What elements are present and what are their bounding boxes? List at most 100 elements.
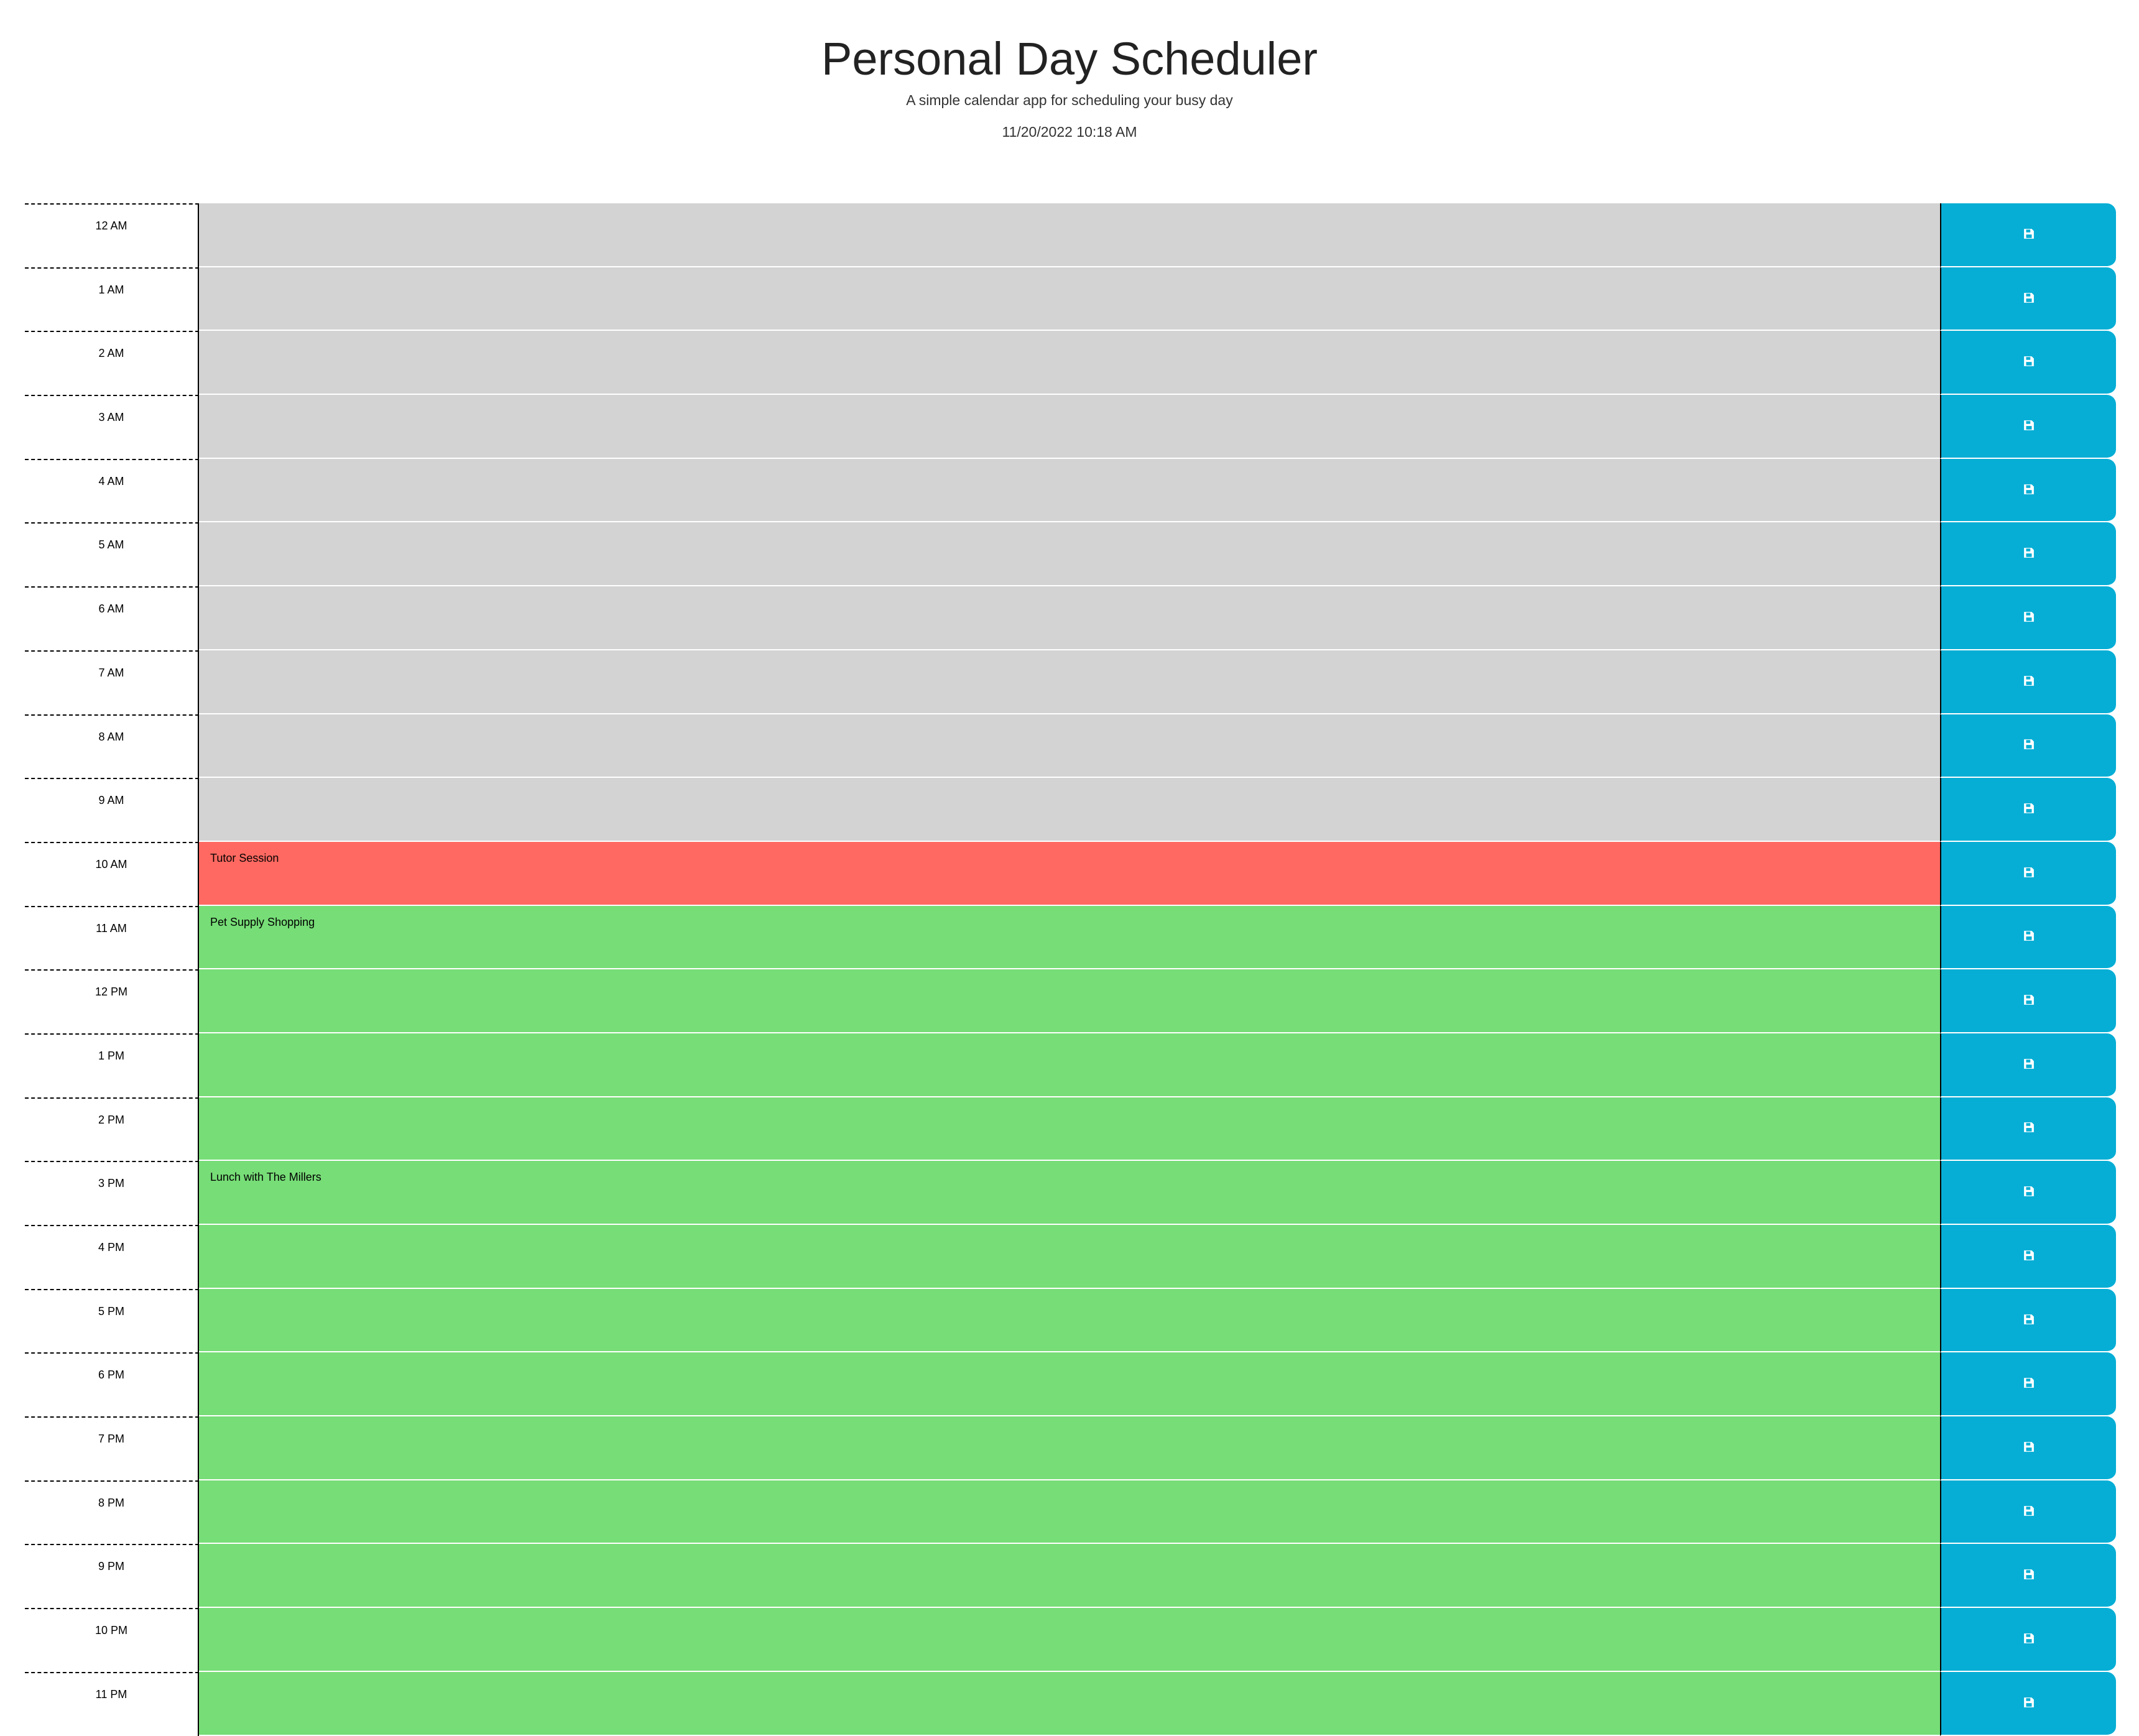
event-description-input[interactable] [199, 267, 1940, 331]
time-block-row: 12 PM [25, 969, 2116, 1033]
time-block-row: 9 AM [25, 778, 2116, 842]
event-description-input[interactable] [199, 1544, 1940, 1609]
event-description-input[interactable] [199, 1671, 1940, 1736]
save-button[interactable] [1940, 969, 2116, 1033]
event-description-input[interactable] [199, 203, 1940, 267]
floppy-disk-icon [2023, 228, 2035, 241]
hour-label: 6 PM [25, 1352, 199, 1417]
floppy-disk-icon [2023, 547, 2035, 560]
time-block-row: 2 AM [25, 331, 2116, 395]
event-description-input[interactable] [199, 1352, 1940, 1417]
floppy-disk-icon [2023, 867, 2035, 880]
floppy-disk-icon [2023, 1441, 2035, 1454]
event-description-input[interactable] [199, 714, 1940, 778]
save-button[interactable] [1940, 1416, 2116, 1480]
floppy-disk-icon [2023, 675, 2035, 688]
event-description-input[interactable] [199, 778, 1940, 842]
event-description-input[interactable] [199, 1608, 1940, 1672]
page-subtitle: A simple calendar app for scheduling you… [906, 92, 1233, 108]
time-block-row: 10 AM Tutor Session [25, 841, 2116, 906]
time-block-row: 12 AM [25, 203, 2116, 267]
floppy-disk-icon [2023, 484, 2035, 497]
time-block-row: 4 PM [25, 1225, 2116, 1289]
save-button[interactable] [1940, 1544, 2116, 1609]
hour-label: 2 AM [25, 331, 199, 395]
hour-label: 5 PM [25, 1288, 199, 1353]
event-description-input[interactable] [199, 1480, 1940, 1544]
event-description-input[interactable]: Tutor Session [199, 841, 1940, 906]
save-button[interactable] [1940, 1097, 2116, 1161]
floppy-disk-icon [2023, 356, 2035, 369]
floppy-disk-icon [2023, 1697, 2035, 1710]
event-description-input[interactable] [199, 331, 1940, 395]
floppy-disk-icon [2023, 1505, 2035, 1518]
time-block-row: 8 PM [25, 1480, 2116, 1544]
save-button[interactable] [1940, 841, 2116, 906]
save-button[interactable] [1940, 1288, 2116, 1353]
save-button[interactable] [1940, 778, 2116, 842]
save-button[interactable] [1940, 1480, 2116, 1544]
save-button[interactable] [1940, 1161, 2116, 1225]
hour-label: 7 AM [25, 650, 199, 714]
event-description-input[interactable] [199, 522, 1940, 587]
save-button[interactable] [1940, 331, 2116, 395]
time-block-row: 7 AM [25, 650, 2116, 714]
hour-label: 8 AM [25, 714, 199, 778]
time-block-row: 5 PM [25, 1288, 2116, 1353]
event-description-input[interactable] [199, 1288, 1940, 1353]
hour-label: 4 PM [25, 1225, 199, 1289]
floppy-disk-icon [2023, 1250, 2035, 1263]
hour-label: 11 AM [25, 905, 199, 970]
floppy-disk-icon [2023, 1058, 2035, 1071]
hour-label: 2 PM [25, 1097, 199, 1161]
time-block-row: 5 AM [25, 522, 2116, 587]
hour-label: 3 PM [25, 1161, 199, 1225]
hour-label: 5 AM [25, 522, 199, 587]
event-description-input[interactable] [199, 1033, 1940, 1097]
time-block-row: 10 PM [25, 1608, 2116, 1672]
event-description-input[interactable] [199, 1097, 1940, 1161]
save-button[interactable] [1940, 1225, 2116, 1289]
hour-label: 7 PM [25, 1416, 199, 1480]
current-day: 11/20/2022 10:18 AM [1002, 124, 1137, 140]
save-button[interactable] [1940, 586, 2116, 650]
time-block-row: 3 PM Lunch with The Millers [25, 1161, 2116, 1225]
page-header: Personal Day Scheduler A simple calendar… [0, 0, 2139, 203]
save-button[interactable] [1940, 905, 2116, 970]
save-button[interactable] [1940, 395, 2116, 459]
time-block-row: 4 AM [25, 458, 2116, 523]
hour-label: 4 AM [25, 458, 199, 523]
save-button[interactable] [1940, 522, 2116, 587]
page-title: Personal Day Scheduler [821, 33, 1318, 85]
time-block-row: 1 PM [25, 1033, 2116, 1097]
event-description-input[interactable]: Pet Supply Shopping [199, 905, 1940, 970]
event-description-input[interactable] [199, 969, 1940, 1033]
save-button[interactable] [1940, 1608, 2116, 1672]
save-button[interactable] [1940, 203, 2116, 267]
save-button[interactable] [1940, 267, 2116, 331]
event-description-input[interactable] [199, 458, 1940, 523]
floppy-disk-icon [2023, 1633, 2035, 1646]
event-description-input[interactable] [199, 395, 1940, 459]
time-block-row: 11 AM Pet Supply Shopping [25, 905, 2116, 970]
time-block-row: 3 AM [25, 395, 2116, 459]
save-button[interactable] [1940, 1671, 2116, 1736]
event-description-input[interactable] [199, 1225, 1940, 1289]
save-button[interactable] [1940, 714, 2116, 778]
hour-label: 12 AM [25, 203, 199, 267]
event-description-input[interactable]: Lunch with The Millers [199, 1161, 1940, 1225]
floppy-disk-icon [2023, 1569, 2035, 1582]
time-block-row: 11 PM [25, 1671, 2116, 1736]
event-description-input[interactable] [199, 650, 1940, 714]
hour-label: 11 PM [25, 1671, 199, 1736]
save-button[interactable] [1940, 1352, 2116, 1417]
time-block-row: 2 PM [25, 1097, 2116, 1161]
event-description-input[interactable] [199, 1416, 1940, 1480]
save-button[interactable] [1940, 650, 2116, 714]
event-description-input[interactable] [199, 586, 1940, 650]
save-button[interactable] [1940, 458, 2116, 523]
hour-label: 1 AM [25, 267, 199, 331]
floppy-disk-icon [2023, 803, 2035, 816]
save-button[interactable] [1940, 1033, 2116, 1097]
floppy-disk-icon [2023, 1314, 2035, 1327]
